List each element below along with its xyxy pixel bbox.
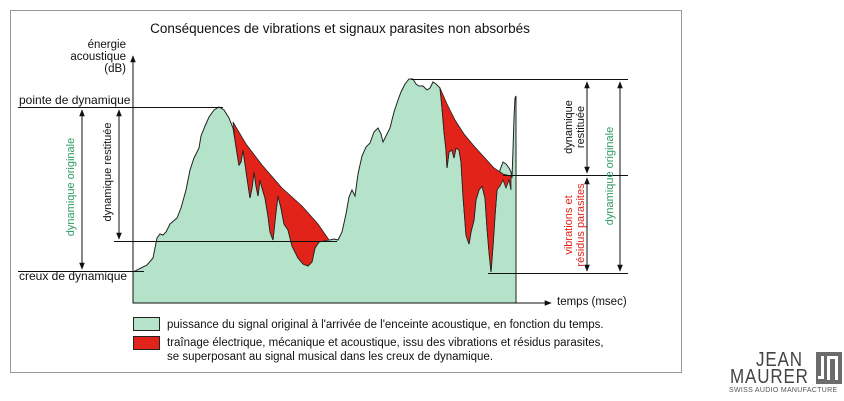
logo-tagline: SWISS AUDIO MANUFACTURE [729, 387, 838, 394]
original-dynamic-label-left: dynamique originale [65, 138, 77, 236]
parasite-area-left [232, 121, 330, 267]
diagram-title: Conséquences de vibrations et signaux pa… [150, 21, 530, 36]
y-axis-label-line2: acoustique [70, 51, 126, 63]
y-axis-label-line1: énergie [88, 39, 126, 51]
legend-red-text-line2: se superposant au signal musical dans le… [167, 351, 493, 363]
signal-area [132, 78, 517, 304]
x-axis-label: temps (msec) [557, 296, 627, 308]
parasites-label-right-2: résidus parasites [575, 183, 587, 267]
peak-label: pointe de dynamique [19, 93, 131, 107]
parasite-area-right [439, 87, 512, 273]
trough-label: creux de dynamique [19, 269, 127, 283]
original-dynamic-label-right: dynamique originale [604, 127, 616, 225]
y-axis-label-line3: (dB) [104, 63, 126, 75]
legend-green-text: puissance du signal original à l'arrivée… [167, 319, 604, 331]
brand-logo: JEAN MAURER SWISS AUDIO MANUFACTURE [728, 349, 844, 401]
legend-red-text-line1: traînage électrique, mécanique et acoust… [167, 337, 604, 349]
parasites-label-right-1: vibrations et [563, 195, 575, 254]
diagram-frame [10, 10, 682, 373]
logo-jm-mark [816, 352, 842, 384]
restored-dynamic-label-right-1: dynamique [563, 100, 575, 154]
legend-green-swatch [133, 317, 160, 331]
legend-red-swatch [133, 336, 160, 350]
restored-dynamic-label-left: dynamique restituée [102, 122, 114, 221]
logo-line2: MAURER [730, 366, 809, 388]
restored-dynamic-label-right-2: restituée [575, 106, 587, 148]
logo-line1: JEAN [756, 349, 803, 371]
